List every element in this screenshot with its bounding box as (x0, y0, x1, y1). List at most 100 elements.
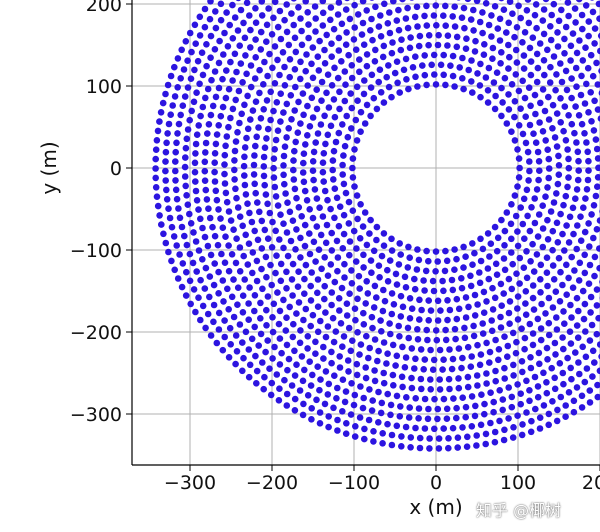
data-point (207, 54, 214, 61)
data-point (341, 398, 349, 406)
data-point (380, 379, 388, 387)
data-point (350, 401, 358, 409)
data-point (559, 334, 566, 341)
data-point (539, 86, 547, 93)
data-point (239, 367, 246, 375)
data-point (445, 435, 452, 442)
data-point (262, 191, 270, 198)
data-point (241, 34, 249, 42)
data-point (298, 213, 306, 220)
data-point (535, 158, 543, 165)
data-point (281, 16, 288, 24)
data-point (324, 323, 332, 330)
data-point (312, 28, 319, 35)
data-point (514, 146, 521, 153)
data-point (385, 83, 393, 91)
data-point (247, 44, 254, 51)
data-point (262, 348, 269, 356)
data-point (536, 167, 543, 174)
data-point (308, 405, 316, 412)
data-point (280, 220, 287, 227)
data-point (278, 349, 285, 357)
data-point (363, 278, 371, 285)
data-point (283, 28, 291, 36)
data-point (245, 240, 253, 247)
data-point (209, 223, 216, 231)
data-point (414, 83, 421, 90)
data-point (293, 310, 300, 317)
data-point (231, 147, 239, 155)
data-point (233, 348, 241, 355)
data-point (512, 212, 520, 220)
data-point (274, 289, 281, 296)
data-point (406, 295, 414, 302)
data-point (341, 97, 349, 105)
data-point (249, 107, 257, 114)
data-point (594, 81, 600, 88)
data-point (432, 268, 439, 275)
data-point (493, 247, 501, 255)
data-point (512, 71, 520, 78)
data-point (168, 257, 175, 265)
data-point (252, 142, 259, 150)
data-point (284, 199, 291, 206)
data-point (301, 221, 309, 229)
data-point (446, 306, 454, 314)
data-point (519, 130, 527, 138)
data-point (577, 237, 585, 244)
data-point (458, 275, 465, 282)
data-point (187, 220, 195, 227)
data-point (274, 127, 282, 134)
data-point (288, 382, 296, 389)
data-point (287, 237, 295, 245)
data-point (449, 286, 457, 294)
data-point (230, 226, 237, 233)
data-point (273, 252, 280, 259)
data-point (252, 54, 259, 61)
data-point (468, 393, 476, 400)
data-point (330, 338, 338, 346)
data-point (321, 253, 329, 261)
data-point (344, 133, 352, 141)
data-point (186, 277, 194, 285)
data-point (547, 23, 554, 30)
data-point (305, 21, 312, 28)
data-point (582, 328, 589, 335)
data-point (211, 168, 218, 176)
data-point (435, 31, 442, 39)
data-point (291, 66, 299, 73)
data-point (219, 224, 227, 231)
data-point (416, 296, 423, 304)
data-point (582, 44, 589, 51)
data-point (594, 183, 600, 190)
data-point (585, 157, 592, 165)
data-point (522, 300, 529, 307)
data-point (359, 19, 367, 27)
data-point (537, 276, 544, 283)
data-point (328, 82, 336, 89)
data-point (328, 229, 336, 237)
data-point (579, 57, 587, 64)
data-point (428, 61, 436, 69)
data-point (319, 159, 327, 166)
data-point (543, 269, 551, 277)
data-point (313, 396, 320, 404)
data-point (322, 368, 330, 375)
data-point (234, 301, 241, 309)
data-point (573, 245, 580, 253)
data-point (434, 41, 442, 49)
data-point (583, 365, 591, 372)
data-point (576, 37, 583, 44)
data-point (309, 114, 317, 121)
data-point (442, 2, 449, 10)
data-point (533, 251, 541, 258)
data-point (186, 210, 193, 218)
data-point (337, 320, 345, 327)
data-point (163, 139, 170, 147)
data-point (255, 342, 262, 349)
data-point (520, 65, 528, 72)
data-point (354, 329, 361, 336)
data-point (455, 375, 462, 382)
data-point (436, 376, 444, 383)
data-point (483, 298, 490, 305)
